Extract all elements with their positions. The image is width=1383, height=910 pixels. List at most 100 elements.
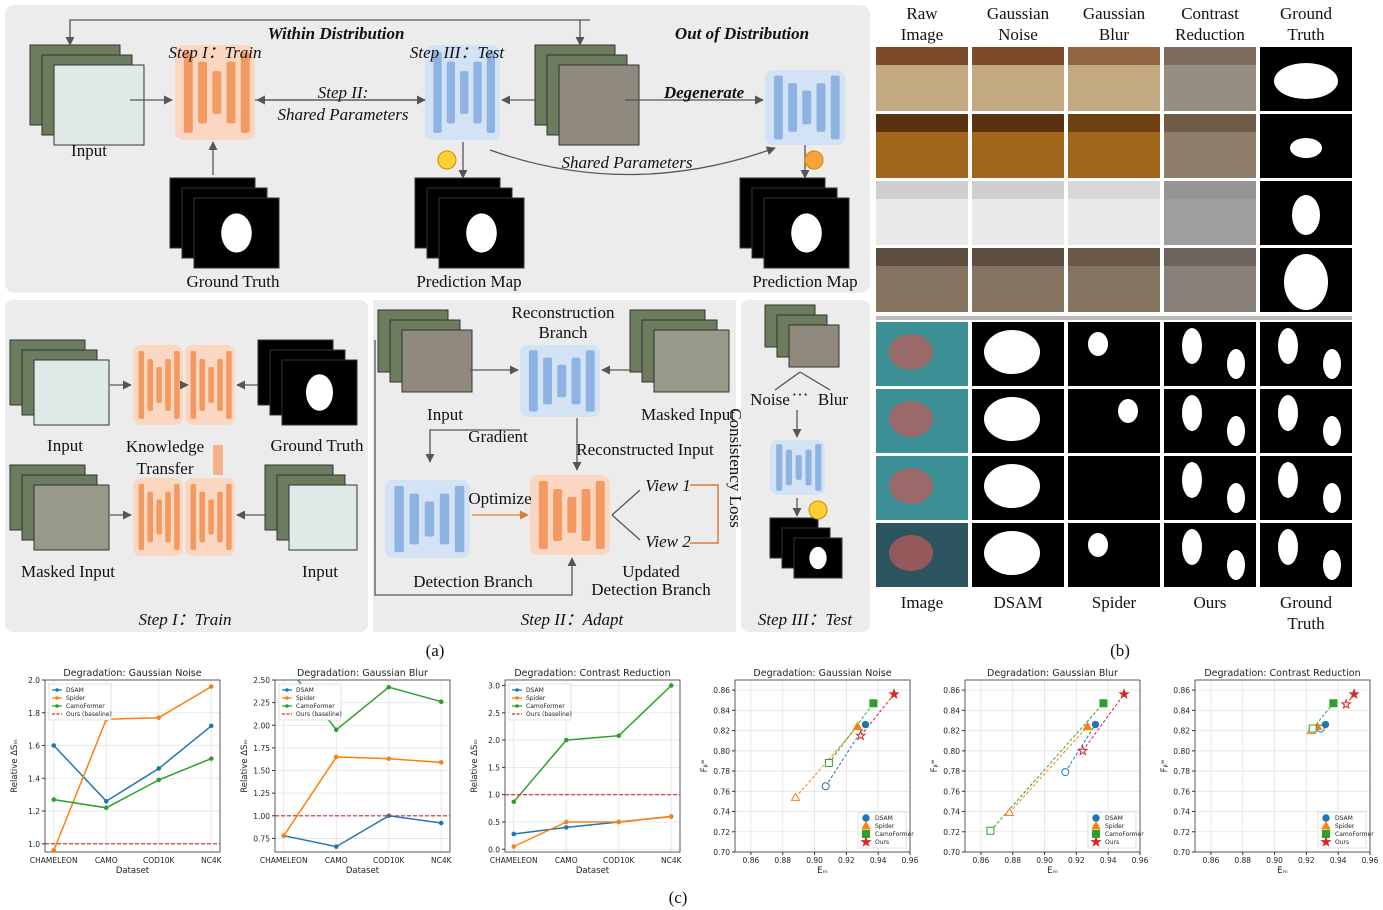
mask-blob [1182, 462, 1202, 498]
net-layer [557, 365, 566, 397]
legend-label: Ours (baseline) [296, 711, 342, 718]
mask [1068, 389, 1160, 453]
chart-title: Degradation: Gaussian Blur [987, 668, 1118, 679]
legend-swatch [863, 815, 869, 821]
label: Input [71, 141, 107, 160]
point [439, 821, 444, 826]
net-layer [460, 71, 468, 114]
mask-blob [1227, 550, 1245, 580]
transfer-arrow [213, 445, 223, 475]
x-tick-label: 0.92 [1068, 856, 1085, 865]
mask-blob [221, 213, 252, 252]
y-tick-label: 2.50 [253, 676, 270, 685]
point [564, 820, 569, 825]
x-tick-label: CHAMELEON [490, 856, 538, 865]
y-tick-label: 0.86 [1173, 686, 1190, 695]
separator [876, 316, 1352, 320]
point [511, 832, 516, 837]
marker [1350, 690, 1359, 698]
net-layer [184, 52, 193, 133]
mask [1068, 322, 1160, 386]
marker [1322, 721, 1328, 727]
marker [1100, 700, 1107, 707]
marker [1342, 700, 1351, 708]
net-layer [208, 367, 214, 403]
y-tick-label: 1.00 [253, 812, 270, 821]
point [334, 844, 339, 849]
marker [1078, 746, 1087, 754]
y-axis-label: Fᵦʷ [930, 759, 940, 772]
net-layer [776, 444, 782, 491]
image-frame [34, 485, 109, 550]
marker [825, 759, 832, 766]
y-tick-label: 0.82 [943, 727, 960, 736]
net-layer [553, 489, 562, 541]
mask-blob [1088, 533, 1108, 557]
net-layer [212, 71, 221, 114]
label: Truth [1287, 25, 1325, 44]
point [616, 733, 621, 738]
emoji [805, 151, 823, 169]
x-tick-label: CAMO [95, 856, 118, 865]
net-layer [487, 52, 495, 133]
label: Input [427, 405, 463, 424]
net-layer [788, 83, 797, 132]
net-layer [199, 359, 205, 411]
marker [862, 721, 868, 727]
marker [1062, 769, 1069, 776]
legend-label: Spider [1335, 823, 1355, 830]
net-layer [174, 351, 180, 419]
label: Image [901, 25, 943, 44]
mask-blob [1182, 328, 1202, 364]
label: Ground Truth [270, 436, 364, 455]
point [51, 743, 56, 748]
legend-label: Ours [1105, 839, 1119, 846]
y-tick-label: 0.80 [943, 747, 960, 756]
label: Blur [818, 390, 849, 409]
image-detail [889, 468, 933, 504]
mask-blob [984, 397, 1040, 441]
y-tick-label: 2.0 [488, 736, 500, 745]
net-layer [156, 367, 162, 403]
legend-swatch [515, 688, 519, 692]
x-tick-label: CAMO [555, 856, 578, 865]
label: Input [47, 436, 83, 455]
label: Detection Branch [591, 580, 711, 599]
label: Prediction Map [752, 272, 857, 291]
y-tick-label: 0.0 [488, 845, 500, 854]
label: Truth [1287, 614, 1325, 633]
y-tick-label: 0.76 [1173, 787, 1190, 796]
point [616, 820, 621, 825]
y-tick-label: 1.75 [253, 744, 270, 753]
net-layer [572, 358, 581, 405]
marker [870, 700, 877, 707]
x-tick-label: 0.86 [1203, 856, 1220, 865]
label: Noise [998, 25, 1038, 44]
label: Blur [1099, 25, 1130, 44]
x-tick-label: 0.90 [1036, 856, 1053, 865]
chart-title: Degradation: Gaussian Noise [753, 668, 891, 679]
y-tick-label: 0.75 [253, 834, 270, 843]
net-layer [147, 492, 153, 543]
legend-label: DSAM [1335, 815, 1353, 822]
image-frame [402, 330, 472, 392]
point [439, 760, 444, 765]
y-tick-label: 0.82 [713, 727, 730, 736]
image-shade [1068, 114, 1160, 132]
image-frame [654, 330, 729, 392]
x-tick-label: 0.88 [774, 856, 791, 865]
net-layer [217, 359, 223, 411]
mask-blob [791, 213, 822, 252]
legend-label: DSAM [296, 687, 314, 694]
net-layer [786, 450, 792, 486]
mask-blob [1118, 399, 1138, 423]
image-shade [876, 47, 968, 65]
y-tick-label: 0.70 [943, 848, 960, 857]
label: Step I：Train [138, 610, 231, 629]
image-shade [1068, 47, 1160, 65]
y-tick-label: 0.82 [1173, 727, 1190, 736]
point [281, 660, 286, 665]
legend-label: Spider [296, 695, 316, 702]
legend-swatch [1093, 815, 1099, 821]
net-layer [217, 492, 223, 543]
